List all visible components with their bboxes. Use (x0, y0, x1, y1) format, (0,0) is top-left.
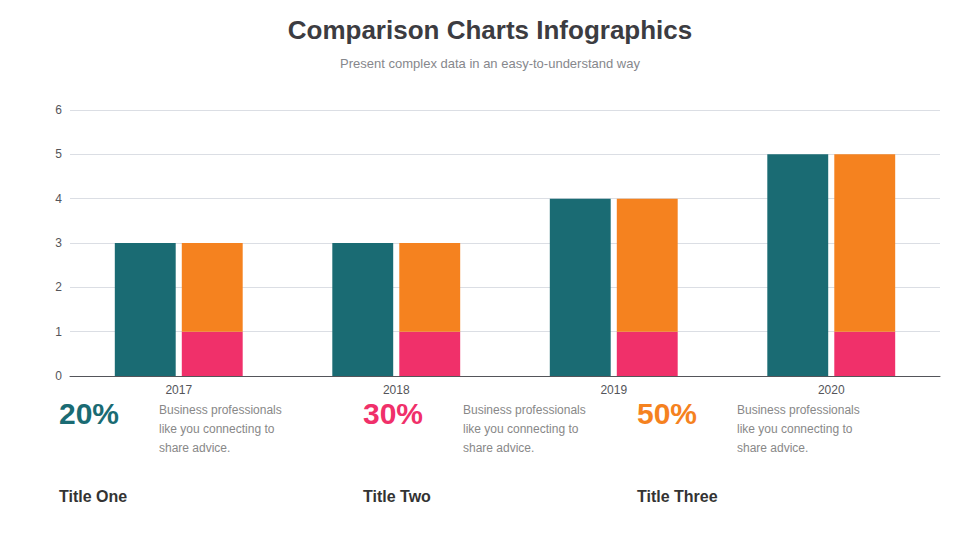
svg-text:share advice.: share advice. (737, 441, 808, 455)
svg-text:0: 0 (55, 369, 62, 383)
svg-text:share advice.: share advice. (463, 441, 534, 455)
svg-text:Title Two: Title Two (363, 488, 431, 505)
svg-text:like you connecting to: like you connecting to (463, 422, 579, 436)
svg-text:share advice.: share advice. (159, 441, 230, 455)
svg-text:4: 4 (55, 192, 62, 206)
svg-text:6: 6 (55, 103, 62, 117)
svg-text:2018: 2018 (383, 383, 410, 397)
svg-text:2: 2 (55, 280, 62, 294)
svg-text:30%: 30% (363, 397, 423, 430)
svg-text:2019: 2019 (600, 383, 627, 397)
svg-text:5: 5 (55, 147, 62, 161)
svg-text:Comparison Charts Infographics: Comparison Charts Infographics (288, 15, 693, 45)
svg-text:Business professionals: Business professionals (463, 403, 586, 417)
svg-text:1: 1 (55, 325, 62, 339)
svg-text:Business professionals: Business professionals (159, 403, 282, 417)
svg-text:Title One: Title One (59, 488, 127, 505)
svg-text:Title Three: Title Three (637, 488, 718, 505)
svg-text:20%: 20% (59, 397, 119, 430)
svg-text:2020: 2020 (818, 383, 845, 397)
svg-text:Business professionals: Business professionals (737, 403, 860, 417)
svg-text:2017: 2017 (165, 383, 192, 397)
svg-text:like you connecting to: like you connecting to (737, 422, 853, 436)
svg-text:3: 3 (55, 236, 62, 250)
svg-text:like you connecting to: like you connecting to (159, 422, 275, 436)
svg-text:50%: 50% (637, 397, 697, 430)
svg-text:Present complex data in an eas: Present complex data in an easy-to-under… (340, 56, 640, 71)
